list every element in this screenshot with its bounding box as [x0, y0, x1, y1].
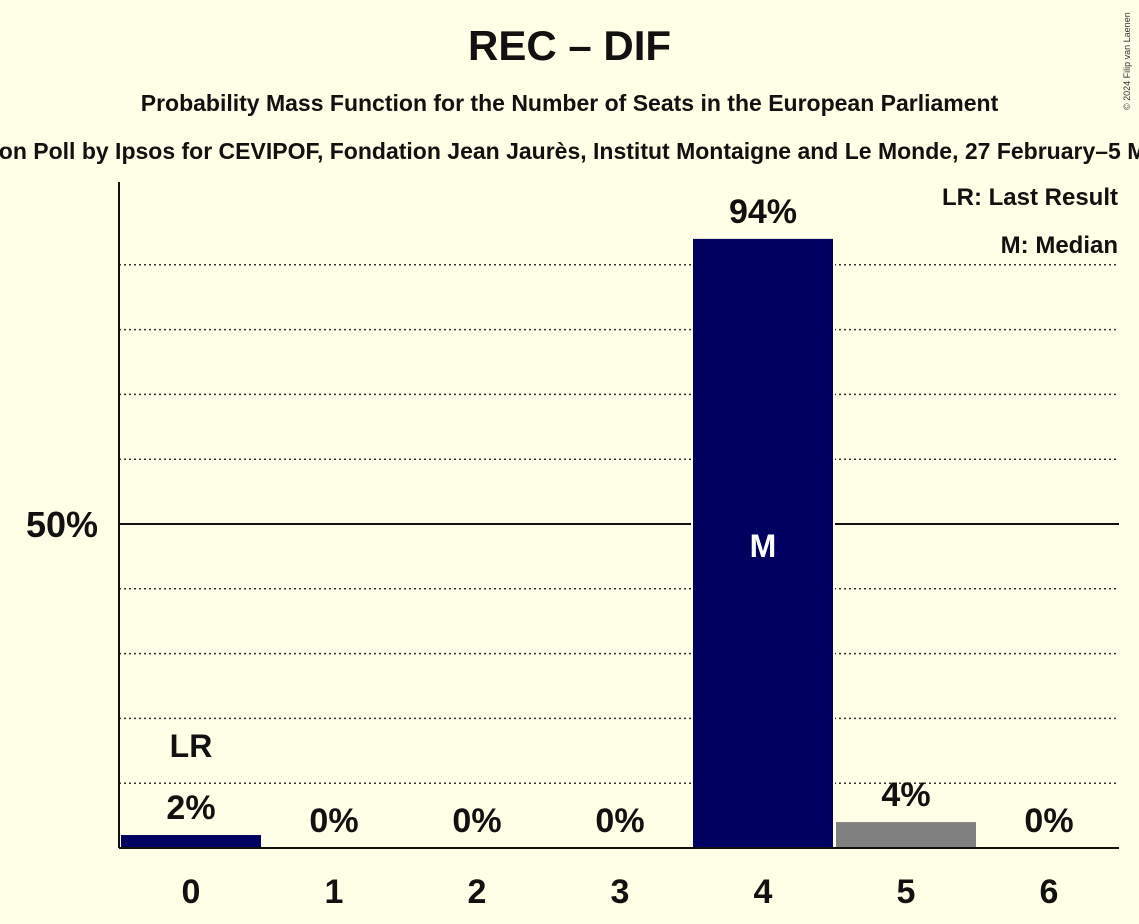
axes: 50% 0 1 2 3 4 5 6	[26, 182, 1119, 911]
value-label-6: 0%	[1024, 802, 1073, 840]
bar-0	[121, 835, 261, 848]
value-label-4: 94%	[729, 193, 797, 231]
x-tick-label-5: 5	[897, 873, 916, 911]
x-tick-label-6: 6	[1040, 873, 1059, 911]
y-tick-label-50: 50%	[26, 504, 98, 545]
x-tick-label-2: 2	[468, 873, 487, 911]
x-tick-label-0: 0	[182, 873, 201, 911]
bar-4	[693, 238, 833, 848]
gridlines	[119, 264, 1119, 784]
legend-last-result: LR: Last Result	[941, 184, 1118, 211]
median-marker: M	[750, 528, 777, 564]
x-tick-label-4: 4	[754, 873, 773, 911]
bar-5	[836, 822, 976, 848]
value-label-3: 0%	[595, 802, 644, 840]
data-labels: 2% 0% 0% 0% 94% 4% 0% LR M	[166, 193, 1073, 840]
value-label-0: 2%	[166, 789, 215, 827]
value-label-2: 0%	[452, 802, 501, 840]
x-tick-label-3: 3	[611, 873, 630, 911]
legend-median: M: Median	[1000, 232, 1118, 259]
bars	[121, 238, 976, 848]
poll-description: Opinion Poll by Ipsos for CEVIPOF, Fonda…	[0, 138, 1139, 164]
last-result-marker: LR	[170, 728, 213, 764]
chart-subtitle: Probability Mass Function for the Number…	[140, 90, 999, 116]
x-tick-label-1: 1	[325, 873, 344, 911]
chart-title: REC – DIF	[467, 22, 672, 69]
value-label-1: 0%	[309, 802, 358, 840]
value-label-5: 4%	[881, 776, 930, 814]
